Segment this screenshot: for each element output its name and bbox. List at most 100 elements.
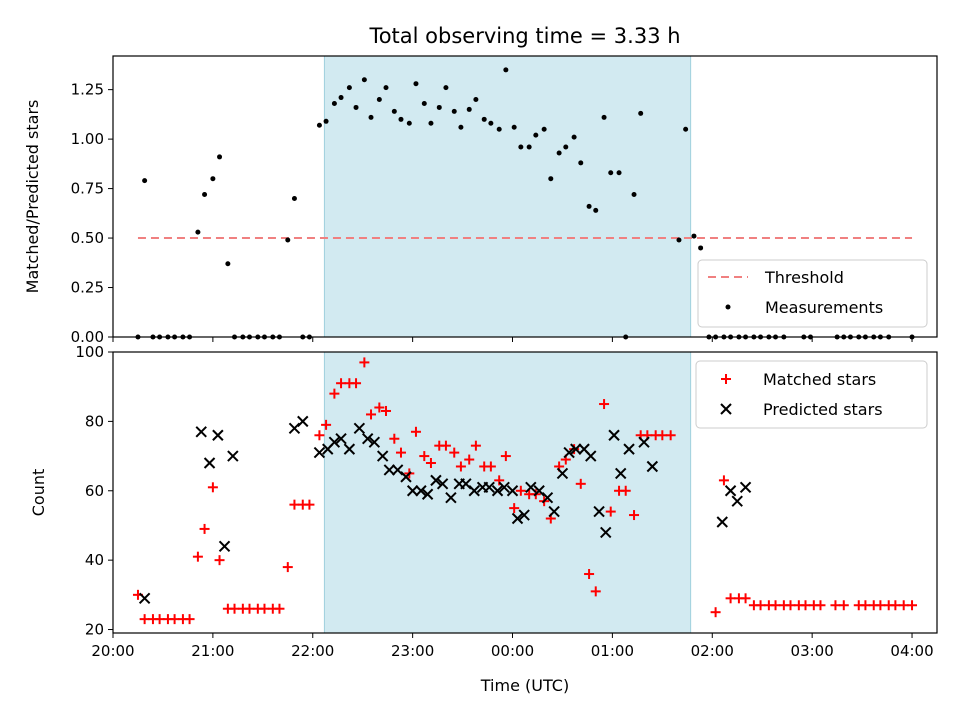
cross-b [328, 436, 341, 448]
cross-b [731, 495, 743, 507]
measurement-point [541, 126, 547, 132]
matched-stars-points [132, 357, 918, 625]
legend-cross-marker [720, 403, 732, 415]
x-axis-label: Time (UTC) [480, 676, 569, 695]
cross-b [720, 403, 732, 415]
cross-b [646, 460, 659, 473]
matched-star-point [374, 402, 385, 413]
matched-star-point [214, 555, 225, 566]
bottom-x-ticks: 20:00 21:00 22:00 23:00 00:00 01:00 02:00 03:00… [91, 633, 934, 660]
cross-b [724, 485, 737, 497]
matched-star-point [590, 586, 601, 597]
measurement-point [391, 108, 397, 114]
measurement-point [316, 122, 322, 128]
measurement-point [608, 170, 614, 176]
bottom-legend: Matched stars Predicted stars [695, 360, 928, 429]
cross-b [212, 429, 224, 441]
matched-star-point [740, 593, 751, 604]
cross-b [195, 426, 207, 438]
matched-star-point [192, 551, 203, 562]
measurement-point [285, 237, 291, 243]
predicted-star-point [335, 433, 347, 445]
measurement-point [683, 126, 689, 132]
predicted-star-point [415, 485, 427, 497]
measurement-point [428, 120, 434, 126]
matched-star-point [199, 523, 210, 534]
legend-plus-marker [721, 374, 731, 384]
cross-b [570, 443, 582, 455]
top-observing-span [323, 55, 692, 338]
top-y-tick-label: 1.25 [71, 81, 104, 99]
matched-star-point [907, 600, 918, 611]
predicted-star-point [138, 592, 151, 605]
predicted-star-point [436, 478, 449, 490]
predicted-star-point [638, 436, 650, 448]
x-tick-label: 03:00 [791, 642, 834, 660]
legend-matched-label: Matched stars [763, 370, 876, 389]
predicted-star-point [483, 481, 495, 494]
matched-star-point [410, 426, 421, 437]
predicted-star-point [615, 467, 627, 480]
x-tick-label: 04:00 [890, 642, 933, 660]
predicted-star-point [541, 491, 554, 504]
measurement-point [473, 97, 479, 103]
cross-b [460, 478, 472, 490]
measurement-point [398, 116, 404, 122]
predicted-star-point [328, 436, 341, 448]
matched-star-point [449, 447, 460, 458]
matched-star-point [718, 475, 729, 486]
measurement-point [361, 77, 367, 83]
measurement-point [601, 114, 607, 120]
cross-b [506, 485, 519, 497]
predicted-star-point [361, 433, 374, 445]
predicted-star-point [608, 429, 620, 441]
matched-star-point [207, 482, 218, 493]
measurement-point [616, 170, 622, 176]
cross-b [415, 485, 427, 497]
cross-b [227, 450, 239, 462]
cross-b [430, 474, 442, 487]
matched-star-point [359, 357, 370, 368]
predicted-star-point [593, 505, 605, 518]
measurement-point [210, 176, 216, 182]
cross-b [511, 512, 524, 525]
measurement-point [291, 195, 297, 201]
matched-star-point [381, 405, 392, 416]
measurement-point [631, 192, 637, 198]
measurement-point [436, 104, 442, 110]
matched-star-point [440, 440, 451, 451]
measurement-point [503, 67, 509, 73]
measurement-point [383, 85, 389, 91]
measurement-point [488, 120, 494, 126]
top-y-axis-label: Matched/Predicted stars [23, 100, 42, 294]
predicted-star-point [511, 512, 524, 525]
predicted-star-point [445, 491, 457, 504]
matched-star-point [815, 600, 826, 611]
bottom-y-tick-label: 20 [85, 621, 104, 639]
bottom-y-tick-label: 80 [85, 412, 104, 430]
cross-b [533, 485, 545, 497]
cross-b [638, 436, 650, 448]
bottom-axes-frame [112, 351, 938, 634]
measurement-point [481, 116, 487, 122]
cross-b [203, 457, 216, 469]
matched-star-point [470, 440, 481, 451]
bottom-y-axis-label: Count [29, 469, 48, 517]
matched-star-point [304, 499, 315, 510]
top-x-ticks [112, 337, 913, 342]
matched-star-point [455, 461, 466, 472]
cross-b [376, 450, 389, 462]
predicted-star-point [343, 443, 356, 455]
predicted-star-point [600, 526, 612, 539]
predicted-star-point [468, 485, 480, 497]
measurement-point [217, 154, 223, 160]
cross-b [400, 471, 412, 483]
cross-b [600, 526, 612, 539]
measurement-point [556, 150, 562, 156]
x-tick-label: 23:00 [391, 642, 434, 660]
predicted-star-point [563, 446, 575, 459]
matched-star-point [321, 419, 332, 430]
predicted-star-point [724, 485, 737, 497]
matched-star-point [419, 451, 430, 462]
